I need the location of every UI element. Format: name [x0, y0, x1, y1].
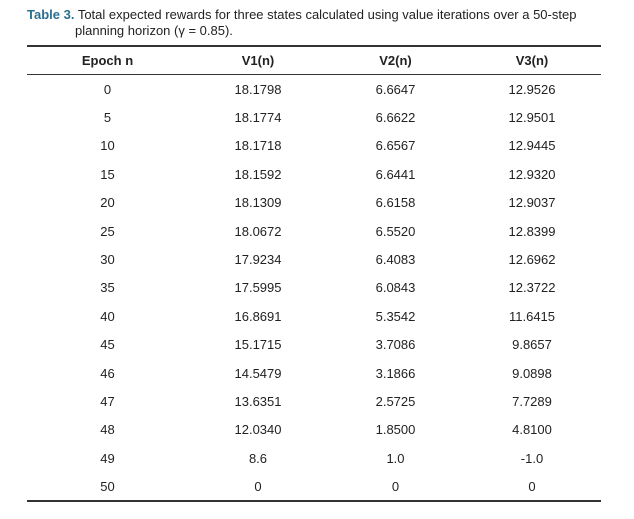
cell-v2: 1.0: [386, 450, 405, 466]
cell-v3: 12.9501: [508, 110, 556, 126]
cell-v2: 6.6647: [375, 81, 416, 97]
cell-v1: 12.0340: [234, 422, 282, 438]
cell-v2: 5.3542: [375, 308, 416, 324]
table-row: 49 8.6 1.0 -1.0: [27, 444, 601, 472]
cell-epoch: 49: [100, 450, 115, 466]
cell-v2: 3.7086: [375, 337, 416, 353]
cell-v2: 6.6158: [375, 195, 416, 211]
cell-v2: 6.0843: [375, 280, 416, 296]
cell-epoch: 50: [100, 479, 115, 495]
cell-epoch: 5: [103, 110, 112, 126]
cell-v3: 12.9445: [508, 138, 556, 154]
cell-v3: 4.8100: [512, 422, 552, 438]
cell-epoch: 46: [100, 365, 115, 381]
table-row: 35 17.5995 6.0843 12.3722: [27, 274, 601, 302]
cell-epoch: 25: [100, 223, 115, 239]
cell-v3: 12.9526: [508, 81, 556, 97]
cell-v3: 0: [528, 479, 536, 495]
cell-v3: -1.0: [520, 450, 544, 466]
cell-epoch: 30: [100, 252, 115, 268]
header-v2: V2(n): [379, 52, 412, 68]
rewards-table: Epoch n V1(n) V2(n) V3(n) 0 18.1798 6.6647…: [27, 46, 601, 501]
cell-v1: 0: [254, 479, 262, 495]
table-row: 50 0 0 0: [27, 472, 601, 500]
table-bottom-rule: [27, 500, 601, 502]
table-row: 20 18.1309 6.6158 12.9037: [27, 189, 601, 217]
caption-text-line1: Total expected rewards for three states …: [74, 7, 577, 22]
cell-v1: 18.1798: [234, 81, 282, 97]
cell-v2: 6.6441: [375, 166, 416, 182]
cell-v1: 17.5995: [234, 280, 282, 296]
cell-v1: 8.6: [248, 450, 268, 466]
cell-v1: 18.1774: [234, 110, 282, 126]
cell-v2: 6.5520: [375, 223, 416, 239]
cell-v3: 7.7289: [512, 393, 552, 409]
cell-epoch: 10: [100, 138, 115, 154]
cell-epoch: 20: [100, 195, 115, 211]
table-top-rule: [27, 45, 601, 47]
cell-v1: 13.6351: [234, 393, 282, 409]
header-v3: V3(n): [515, 52, 549, 68]
table-row: 30 17.9234 6.4083 12.6962: [27, 245, 601, 273]
table-body: 0 18.1798 6.6647 12.9526 5 18.1774 6.6622 12.95…: [27, 74, 601, 501]
cell-v3: 9.0898: [512, 365, 552, 381]
cell-v3: 12.9320: [508, 166, 556, 182]
cell-v1: 17.9234: [234, 252, 282, 268]
cell-v1: 18.0672: [234, 223, 282, 239]
cell-v2: 6.6567: [375, 138, 416, 154]
table-row: 47 13.6351 2.5725 7.7289: [27, 387, 601, 415]
header-v1: V1(n): [241, 52, 275, 68]
table-row: 46 14.5479 3.1866 9.0898: [27, 359, 601, 387]
caption-text-line2: planning horizon (γ = 0.85).: [75, 23, 233, 38]
table-row: 5 18.1774 6.6622 12.9501: [27, 103, 601, 131]
table-row: 25 18.0672 6.5520 12.8399: [27, 217, 601, 245]
table-row: 45 15.1715 3.7086 9.8657: [27, 331, 601, 359]
cell-epoch: 15: [100, 166, 115, 182]
table-row: 48 12.0340 1.8500 4.8100: [27, 416, 601, 444]
table-row: 15 18.1592 6.6441 12.9320: [27, 160, 601, 188]
cell-v3: 9.8657: [512, 337, 552, 353]
table-row: 10 18.1718 6.6567 12.9445: [27, 132, 601, 160]
cell-epoch: 47: [100, 393, 115, 409]
cell-v1: 14.5479: [234, 365, 282, 381]
cell-epoch: 0: [103, 81, 112, 97]
table-header-row: Epoch n V1(n) V2(n) V3(n): [27, 46, 601, 74]
cell-epoch: 48: [100, 422, 115, 438]
table-row: 0 18.1798 6.6647 12.9526: [27, 74, 601, 103]
caption-label: Table 3.: [27, 7, 75, 22]
cell-v3: 12.9037: [508, 195, 556, 211]
cell-v2: 6.6622: [375, 110, 416, 126]
cell-v3: 12.6962: [508, 252, 556, 268]
table-row: 40 16.8691 5.3542 11.6415: [27, 302, 601, 330]
cell-v2: 3.1866: [375, 365, 416, 381]
cell-v3: 12.3722: [508, 280, 556, 296]
cell-v1: 16.8691: [234, 308, 282, 324]
table-header-rule: [27, 74, 601, 75]
cell-v3: 11.6415: [508, 308, 556, 324]
cell-v1: 18.1592: [234, 166, 282, 182]
cell-v2: 6.4083: [375, 252, 416, 268]
cell-v1: 18.1309: [234, 195, 282, 211]
cell-v2: 1.8500: [375, 422, 416, 438]
cell-v2: 2.5725: [375, 393, 416, 409]
cell-v3: 12.8399: [508, 223, 556, 239]
cell-v2: 0: [391, 479, 400, 495]
cell-epoch: 45: [100, 337, 115, 353]
table-caption: Table 3. Total expected rewards for thre…: [27, 7, 609, 39]
header-epoch: Epoch n: [81, 52, 134, 68]
cell-epoch: 40: [100, 308, 115, 324]
cell-v1: 18.1718: [234, 138, 282, 154]
cell-v1: 15.1715: [234, 337, 282, 353]
cell-epoch: 35: [100, 280, 115, 296]
